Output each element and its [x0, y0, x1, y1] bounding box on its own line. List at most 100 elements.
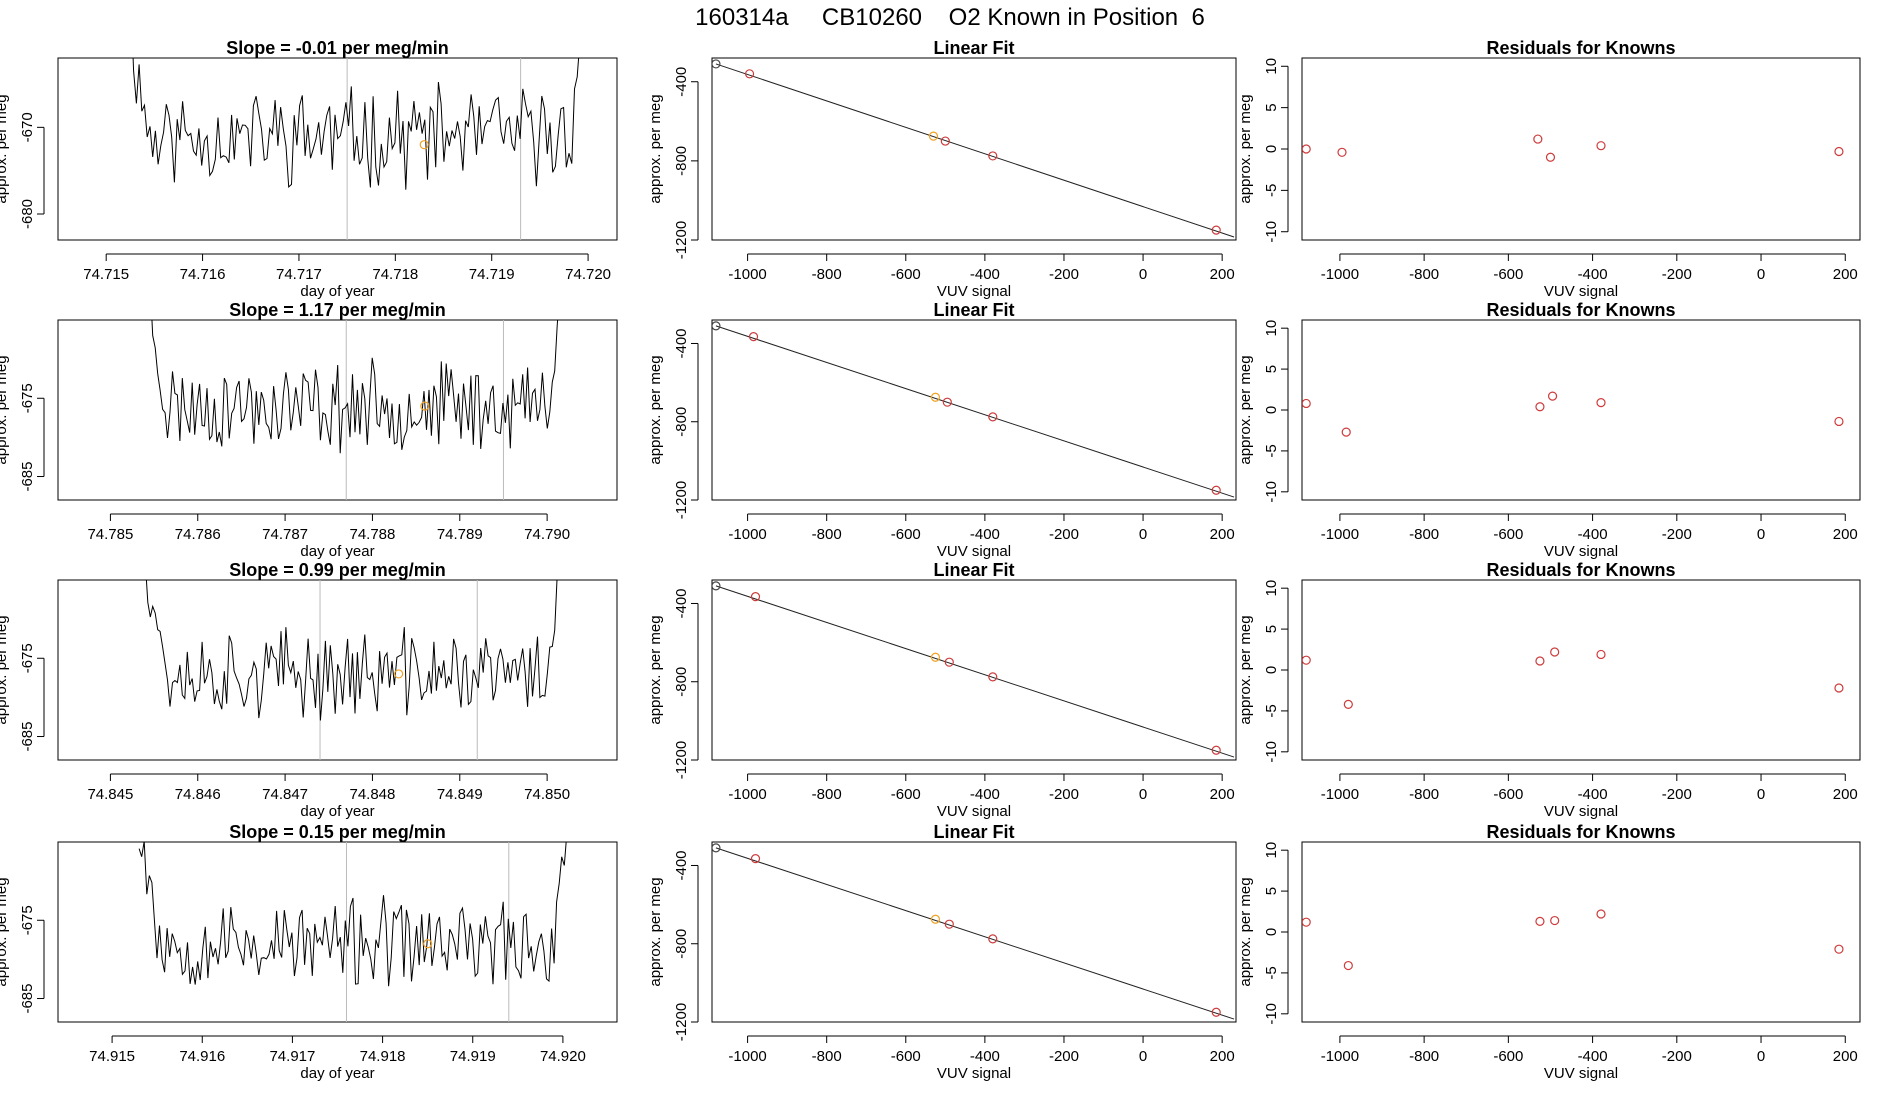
x-tick-label: 0 — [1757, 266, 1765, 283]
y-axis-label: approx. per meg — [0, 355, 10, 464]
y-tick-label: -1200 — [673, 221, 690, 259]
data-point — [988, 672, 998, 682]
x-axis-label: day of year — [300, 1065, 374, 1082]
data-point — [1535, 916, 1545, 926]
data-point — [1535, 656, 1545, 666]
panel-slope-row-1: Slope = -0.01 per meg/min 74.715 74.716 74.… — [0, 38, 618, 300]
data-point — [1596, 398, 1606, 408]
x-axis-label: VUV signal — [1544, 1065, 1618, 1082]
x-tick-label: -800 — [812, 526, 842, 543]
y-tick-label: -400 — [673, 328, 690, 358]
panel-title: Residuals for Knowns — [1486, 560, 1675, 580]
panel-slope-row-3: Slope = 0.99 per meg/min 74.845 74.846 74.8… — [0, 560, 618, 820]
panel-residuals-row-3: Residuals for Knowns-1000 -800 -600 -400 -20… — [1237, 560, 1861, 820]
panel-title: Slope = 0.99 per meg/min — [229, 560, 446, 580]
plot-frame — [1301, 319, 1861, 501]
plot-frame — [1301, 57, 1861, 241]
panel-fit-row-3: Linear Fit -1000 -800 -600 -400 -200 0 200 VUV s… — [647, 560, 1237, 820]
data-point — [944, 919, 954, 929]
panel-title: Linear Fit — [933, 300, 1014, 320]
y-tick-label: -400 — [673, 67, 690, 97]
x-tick-label: -800 — [1409, 266, 1439, 283]
panel-title: Residuals for Knowns — [1486, 822, 1675, 842]
data-point — [1596, 909, 1606, 919]
x-tick-label: -400 — [1578, 526, 1608, 543]
y-tick-label: 0 — [1263, 928, 1280, 936]
data-point — [1834, 944, 1844, 954]
x-axis-label: VUV signal — [937, 283, 1011, 300]
x-tick-label: -200 — [1049, 266, 1079, 283]
x-tick-label: 74.845 — [87, 786, 133, 803]
y-tick-label: -1200 — [673, 481, 690, 519]
x-tick-label: 74.717 — [276, 266, 322, 283]
data-point — [1550, 915, 1560, 926]
data-point — [748, 332, 759, 342]
data-point — [940, 136, 950, 146]
data-point — [1596, 649, 1606, 660]
data-area — [138, 842, 567, 1022]
data-point — [930, 652, 941, 662]
panel-residuals-row-2: Residuals for Knowns-1000 -800 -600 -400 -20… — [1237, 300, 1861, 560]
plot-frame — [711, 319, 1237, 501]
x-tick-label: -600 — [891, 786, 921, 803]
fit-line — [715, 325, 1235, 498]
data-point — [1535, 402, 1545, 412]
data-area — [1302, 391, 1844, 437]
data-point — [1302, 398, 1311, 409]
x-tick-label: 200 — [1210, 786, 1235, 803]
y-tick-label: -10 — [1263, 481, 1280, 503]
y-axis-label: approx. per meg — [1237, 355, 1254, 464]
data-point — [1341, 427, 1351, 437]
data-point — [1547, 391, 1558, 401]
x-axis-label: VUV signal — [1544, 543, 1618, 560]
x-tick-label: 74.848 — [349, 786, 395, 803]
y-tick-label: -800 — [673, 407, 690, 437]
x-tick-label: 0 — [1757, 1048, 1765, 1065]
sample-marker — [420, 401, 430, 411]
x-tick-label: 0 — [1139, 266, 1147, 283]
x-tick-label: 74.918 — [360, 1048, 406, 1065]
y-tick-label: -675 — [19, 905, 36, 935]
x-tick-label: -200 — [1049, 526, 1079, 543]
y-tick-label: -800 — [673, 929, 690, 959]
x-tick-label: 200 — [1833, 526, 1858, 543]
data-point — [712, 59, 721, 69]
data-point — [930, 914, 941, 924]
x-tick-label: -600 — [1493, 266, 1523, 283]
x-tick-label: 74.846 — [175, 786, 221, 803]
y-tick-label: -680 — [19, 199, 36, 229]
x-tick-label: 74.720 — [565, 266, 611, 283]
x-tick-label: 74.920 — [540, 1048, 586, 1065]
x-axis-label: VUV signal — [937, 803, 1011, 820]
x-tick-label: -200 — [1662, 266, 1692, 283]
data-area — [712, 321, 1235, 498]
data-area — [1302, 647, 1844, 709]
plot-frame — [57, 579, 618, 761]
plot-frame — [1301, 579, 1861, 761]
x-tick-label: -400 — [970, 526, 1000, 543]
y-tick-label: -400 — [673, 850, 690, 880]
x-tick-label: -200 — [1662, 786, 1692, 803]
x-tick-label: -1000 — [728, 266, 766, 283]
x-axis-label: day of year — [300, 283, 374, 300]
x-tick-label: 200 — [1833, 786, 1858, 803]
data-point — [1545, 152, 1556, 162]
data-point — [1834, 416, 1844, 427]
x-tick-label: -200 — [1049, 1048, 1079, 1065]
panel-title: Linear Fit — [933, 560, 1014, 580]
fit-line — [715, 847, 1235, 1020]
y-tick-label: -670 — [19, 112, 36, 142]
sample-marker — [419, 140, 429, 150]
x-tick-label: -400 — [970, 786, 1000, 803]
x-axis-label: VUV signal — [937, 543, 1011, 560]
y-tick-label: 10 — [1263, 58, 1280, 75]
panel-residuals-row-1: Residuals for Knowns-1000 -800 -600 -400 -20… — [1237, 38, 1861, 300]
x-tick-label: 74.847 — [262, 786, 308, 803]
x-tick-label: -1000 — [1321, 1048, 1359, 1065]
x-tick-label: -600 — [1493, 526, 1523, 543]
y-tick-label: -400 — [673, 588, 690, 618]
x-tick-label: 74.919 — [450, 1048, 496, 1065]
plot-frame — [57, 841, 618, 1023]
x-tick-label: 200 — [1210, 526, 1235, 543]
